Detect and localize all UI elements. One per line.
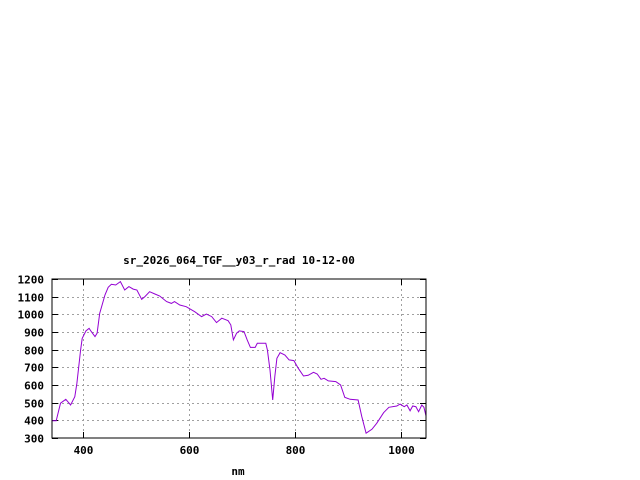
- axis-ticks: 300 400 500 600 700 800 900 1000 1100 1200 400 600 8…: [18, 274, 426, 457]
- y-tick-label: 1200: [18, 274, 45, 287]
- x-tick-label: 1000: [388, 444, 415, 457]
- y-tick-label: 700: [24, 362, 44, 375]
- y-tick-label: 1000: [18, 309, 45, 322]
- y-tick-label: 300: [24, 433, 44, 446]
- x-tick-label: 400: [74, 444, 94, 457]
- series-line: [52, 280, 427, 435]
- y-tick-label: 1100: [18, 292, 45, 305]
- y-tick-label: 600: [24, 380, 44, 393]
- grid: [52, 279, 426, 438]
- chart-title: sr_2026_064_TGF__y03_r_rad 10-12-00: [123, 254, 355, 267]
- y-tick-label: 800: [24, 345, 44, 358]
- y-tick-label: 900: [24, 327, 44, 340]
- x-tick-label: 800: [286, 444, 306, 457]
- y-tick-label: 400: [24, 415, 44, 428]
- plot-border: [51, 278, 427, 439]
- x-tick-label: 600: [180, 444, 200, 457]
- x-axis-label: nm: [231, 465, 245, 478]
- y-tick-label: 500: [24, 398, 44, 411]
